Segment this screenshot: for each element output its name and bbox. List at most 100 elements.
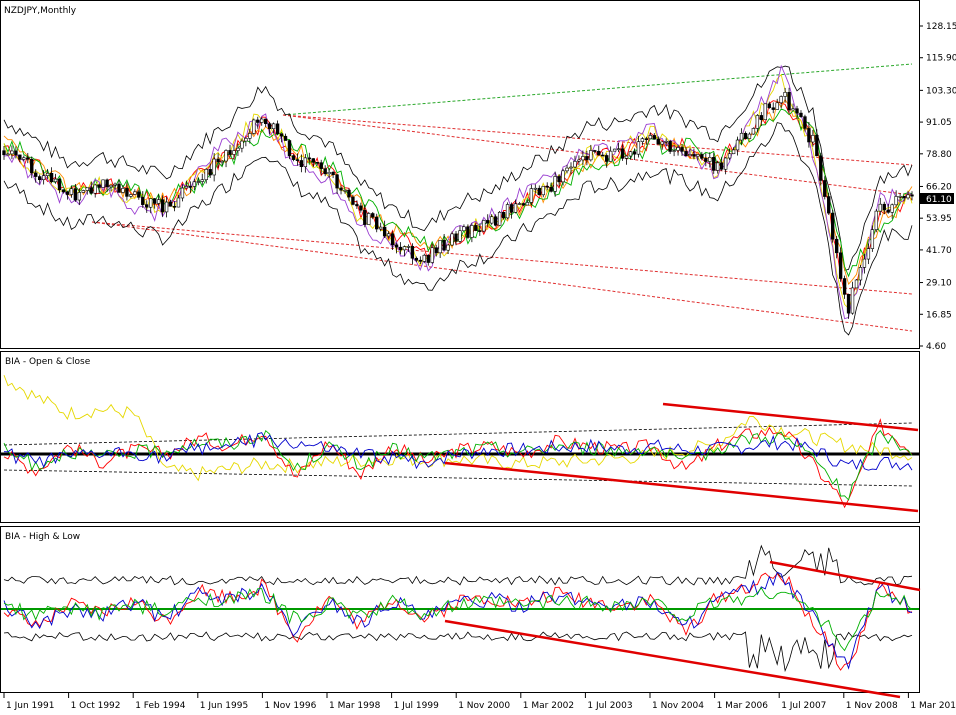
candle-body — [842, 278, 847, 295]
current-price-label-bg — [920, 193, 954, 204]
candle-body — [727, 153, 732, 159]
y-tick-label: 4.60 — [926, 342, 946, 352]
candle-body — [220, 160, 224, 163]
candle-body — [69, 188, 74, 195]
candle-body — [751, 128, 756, 135]
candle-body — [291, 155, 296, 160]
price-series-line — [3, 64, 913, 320]
candle-body — [240, 140, 244, 149]
candle-body — [327, 171, 331, 175]
candle-body — [553, 176, 557, 192]
candle-body — [252, 119, 256, 134]
candle-body — [474, 225, 478, 231]
candle-body — [323, 168, 327, 175]
candle-body — [680, 147, 684, 152]
candle-body — [438, 239, 442, 254]
candle-body — [141, 197, 145, 205]
candle-body — [712, 157, 716, 171]
candle-body — [367, 213, 371, 225]
candle-body — [775, 102, 779, 110]
candle-body — [14, 150, 18, 156]
candle-body — [61, 189, 66, 193]
candle-body — [228, 150, 232, 155]
candle-body — [533, 187, 538, 190]
candle-body — [672, 150, 676, 152]
candle-body — [208, 169, 212, 176]
open-close-indicator-panel — [0, 351, 920, 523]
candle-body — [486, 220, 490, 224]
y-tick-label: 91.05 — [926, 118, 952, 128]
candle-body — [10, 150, 14, 155]
candle-body — [77, 192, 82, 201]
candle-body — [446, 244, 450, 251]
candle-body — [525, 202, 530, 206]
candle-body — [398, 246, 403, 251]
candle-body — [45, 172, 50, 176]
candle-body — [442, 239, 446, 251]
x-tick-label: 1 Jun 1991 — [6, 701, 54, 711]
candle-body — [145, 204, 149, 208]
candle-body — [882, 203, 886, 211]
candle-body — [339, 187, 343, 191]
candle-body — [763, 103, 767, 121]
candle-body — [458, 230, 462, 242]
price-series-line — [3, 73, 913, 310]
candle-body — [26, 157, 30, 160]
candle-body — [767, 103, 771, 109]
x-tick-label: 1 Nov 1996 — [264, 701, 316, 711]
candle-body — [283, 135, 288, 141]
candle-body — [260, 118, 264, 123]
candle-body — [172, 205, 177, 208]
candle-body — [359, 205, 363, 211]
candle-body — [569, 166, 573, 169]
open-close-panel-label: BIA - Open & Close — [5, 357, 91, 367]
candle-body — [37, 176, 42, 181]
current-price-label: 61.10 — [926, 195, 952, 205]
y-tick-label: 29.10 — [926, 279, 952, 289]
candle-body — [418, 259, 423, 262]
trendline — [444, 461, 919, 513]
candle-body — [644, 138, 649, 140]
candle-body — [2, 150, 6, 156]
candle-body — [188, 186, 193, 188]
candle-body — [565, 167, 569, 172]
trendline — [769, 560, 921, 592]
high-low-layer — [1, 544, 921, 699]
candle-body — [184, 186, 189, 189]
candle-body — [466, 226, 470, 238]
candle-body — [371, 213, 375, 218]
candle-body — [156, 199, 161, 204]
candle-body — [648, 135, 652, 140]
y-tick-label: 78.80 — [926, 150, 952, 160]
candle-body — [129, 194, 133, 197]
channel-line — [282, 63, 913, 116]
candle-body — [307, 157, 311, 160]
candle-body — [192, 181, 197, 187]
trendline — [444, 619, 901, 699]
upper-envelope-line — [3, 65, 913, 271]
candle-body — [41, 175, 46, 181]
candle-body — [577, 159, 581, 162]
candle-body — [834, 238, 839, 254]
candle-body — [232, 150, 236, 155]
candle-body — [482, 220, 486, 232]
candle-body — [121, 188, 125, 193]
candle-body — [501, 211, 506, 219]
candle-body — [874, 210, 879, 230]
candle-body — [200, 179, 204, 182]
x-tick-label: 1 Mar 2002 — [523, 701, 574, 711]
candle-body — [593, 150, 597, 152]
candle-body — [608, 150, 613, 162]
candle-body — [462, 226, 466, 232]
x-tick-label: 1 Jul 1999 — [394, 701, 439, 711]
candle-body — [620, 148, 625, 159]
candle-body — [819, 155, 823, 181]
candle-body — [803, 116, 807, 129]
candle-body — [549, 186, 553, 192]
candle-body — [224, 150, 228, 162]
candle-body — [517, 203, 522, 205]
candle-body — [807, 128, 811, 143]
candle-body — [65, 191, 70, 195]
candle-body — [747, 133, 752, 139]
candle-body — [493, 216, 498, 226]
